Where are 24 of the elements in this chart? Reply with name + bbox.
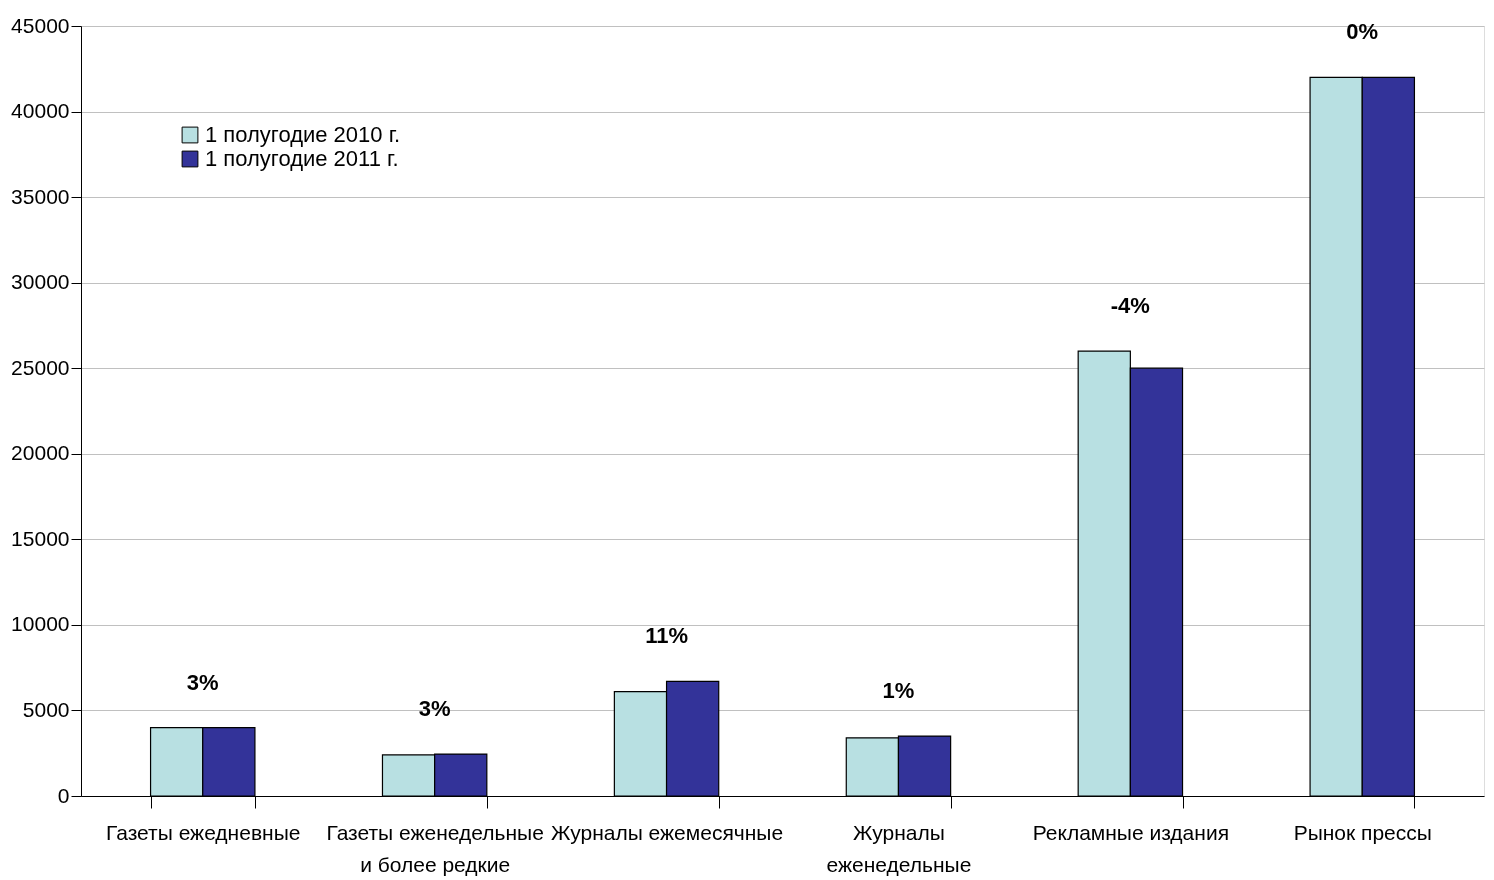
y-tick-label: 40000 xyxy=(11,99,70,123)
y-tick-label: 20000 xyxy=(11,441,70,465)
legend-label: 1 полугодие 2010 г. xyxy=(205,122,401,147)
y-tick-label: 25000 xyxy=(11,355,70,379)
x-tick-label: Журналы ежемесячные xyxy=(551,820,784,844)
y-tick-label: 15000 xyxy=(11,526,70,550)
annotation: 3% xyxy=(418,696,451,722)
legend-label: 1 полугодие 2011 г. xyxy=(205,146,399,171)
annotation: 0% xyxy=(1346,19,1379,45)
y-tick-label: 30000 xyxy=(11,270,70,294)
y-tick-label: 35000 xyxy=(11,184,70,208)
y-tick-label: 5000 xyxy=(22,697,70,721)
x-tick-label: Рекламные издания xyxy=(1032,820,1229,844)
annotation: -4% xyxy=(1110,293,1150,319)
y-tick-label: 0 xyxy=(57,783,70,807)
x-tick-label: Журналы еженедельные xyxy=(826,820,972,876)
annotation: 11% xyxy=(645,623,688,649)
x-tick-label: Рынок прессы xyxy=(1293,820,1432,844)
annotation: 3% xyxy=(186,669,219,695)
y-tick-label: 45000 xyxy=(11,13,70,37)
y-tick-label: 10000 xyxy=(11,612,70,636)
x-tick-label: Газеты еженедельные и более редкие xyxy=(326,820,544,876)
annotation: 1% xyxy=(882,678,915,704)
x-tick-label: Газеты ежедневные xyxy=(106,820,301,844)
